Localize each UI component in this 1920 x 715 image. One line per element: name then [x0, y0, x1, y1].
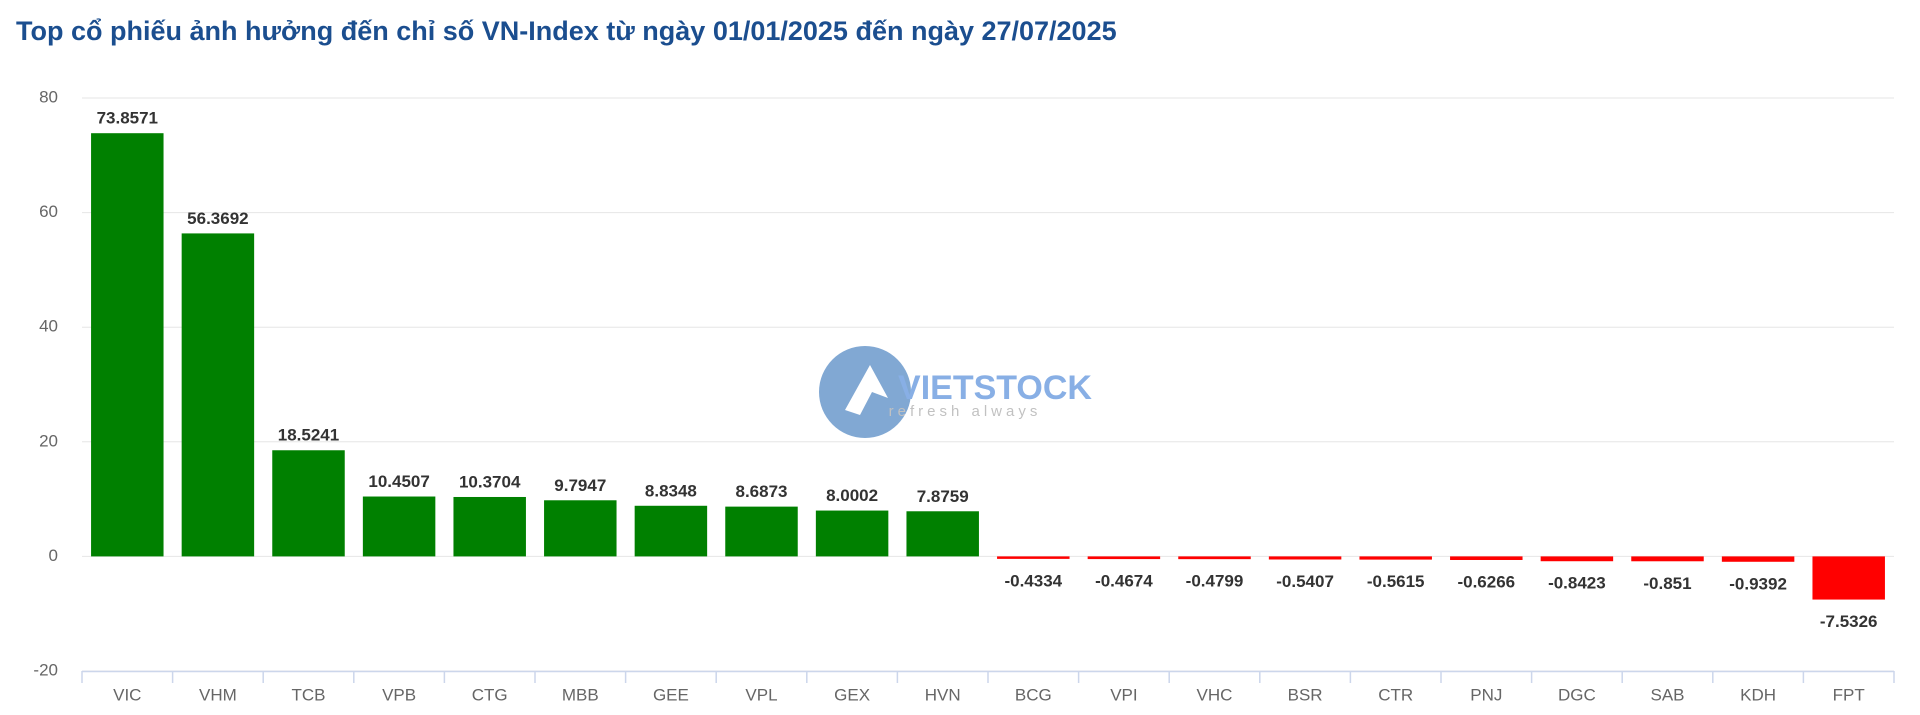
x-tick-label: DGC — [1558, 685, 1596, 704]
x-tick-label: MBB — [562, 685, 599, 704]
y-tick-label: 40 — [39, 317, 58, 336]
bar — [997, 556, 1070, 559]
data-label: 56.3692 — [187, 209, 248, 228]
x-tick-label: VPB — [382, 685, 416, 704]
x-tick-label: BCG — [1015, 685, 1052, 704]
y-tick-label: 0 — [49, 546, 58, 565]
bar — [453, 496, 526, 557]
data-label: 73.8571 — [97, 109, 158, 128]
data-label: 8.0002 — [826, 486, 878, 505]
bar — [362, 496, 436, 557]
data-label: -0.8423 — [1548, 574, 1606, 593]
bar — [725, 506, 798, 557]
y-tick-label: -20 — [33, 660, 58, 679]
bar — [181, 233, 255, 557]
data-label: 9.7947 — [554, 476, 606, 495]
data-label: 10.3704 — [459, 472, 521, 491]
x-tick-label: CTR — [1378, 685, 1413, 704]
watermark-arrow — [845, 365, 888, 415]
data-label: -0.6266 — [1457, 572, 1515, 591]
x-tick-label: VPI — [1110, 685, 1137, 704]
data-label: -7.5326 — [1820, 612, 1878, 631]
bar — [1812, 556, 1885, 600]
x-tick-label: FPT — [1833, 685, 1865, 704]
bar — [1359, 556, 1432, 560]
bar — [1178, 556, 1251, 560]
x-tick-label: CTG — [472, 685, 508, 704]
data-label: -0.4334 — [1004, 571, 1062, 590]
x-tick-label: VIC — [113, 685, 141, 704]
bar — [1631, 556, 1704, 562]
x-tick-label: GEE — [653, 685, 689, 704]
bar — [272, 450, 345, 557]
data-label: 8.8348 — [645, 481, 697, 500]
x-tick-label: VHM — [199, 685, 237, 704]
x-tick-label: VHC — [1197, 685, 1233, 704]
watermark-tagline: refresh always — [889, 403, 1042, 420]
bar — [1087, 556, 1161, 560]
bar — [1721, 556, 1795, 562]
x-tick-label: VPL — [745, 685, 777, 704]
data-label: 8.6873 — [736, 482, 788, 501]
data-label: -0.9392 — [1729, 574, 1787, 593]
x-tick-label: TCB — [292, 685, 326, 704]
bar — [544, 500, 617, 557]
data-label: -0.851 — [1643, 574, 1691, 593]
y-tick-label: 60 — [39, 202, 58, 221]
data-label: -0.5407 — [1276, 572, 1334, 591]
bar — [1450, 556, 1523, 560]
x-tick-label: KDH — [1740, 685, 1776, 704]
y-tick-label: 20 — [39, 431, 58, 450]
bar — [91, 133, 164, 557]
bar — [1540, 556, 1614, 562]
data-label: 18.5241 — [278, 426, 339, 445]
x-tick-label: PNJ — [1470, 685, 1502, 704]
watermark-brand: VIETSTOCK — [898, 369, 1092, 407]
bar — [815, 510, 889, 557]
bar — [634, 505, 708, 557]
data-label: -0.4799 — [1186, 572, 1244, 591]
x-tick-label: BSR — [1288, 685, 1323, 704]
data-label: -0.4674 — [1095, 572, 1153, 591]
y-tick-label: 80 — [39, 87, 58, 106]
data-label: 7.8759 — [917, 487, 969, 506]
watermark: VIETSTOCK refresh always — [819, 346, 1092, 438]
chart-title: Top cổ phiếu ảnh hưởng đến chỉ số VN-Ind… — [16, 16, 1117, 46]
bar — [906, 511, 979, 557]
data-label: 10.4507 — [368, 472, 429, 491]
x-tick-label: SAB — [1650, 685, 1684, 704]
x-tick-label: GEX — [834, 685, 870, 704]
data-label: -0.5615 — [1367, 572, 1425, 591]
bar — [1268, 556, 1342, 560]
x-tick-label: HVN — [925, 685, 961, 704]
